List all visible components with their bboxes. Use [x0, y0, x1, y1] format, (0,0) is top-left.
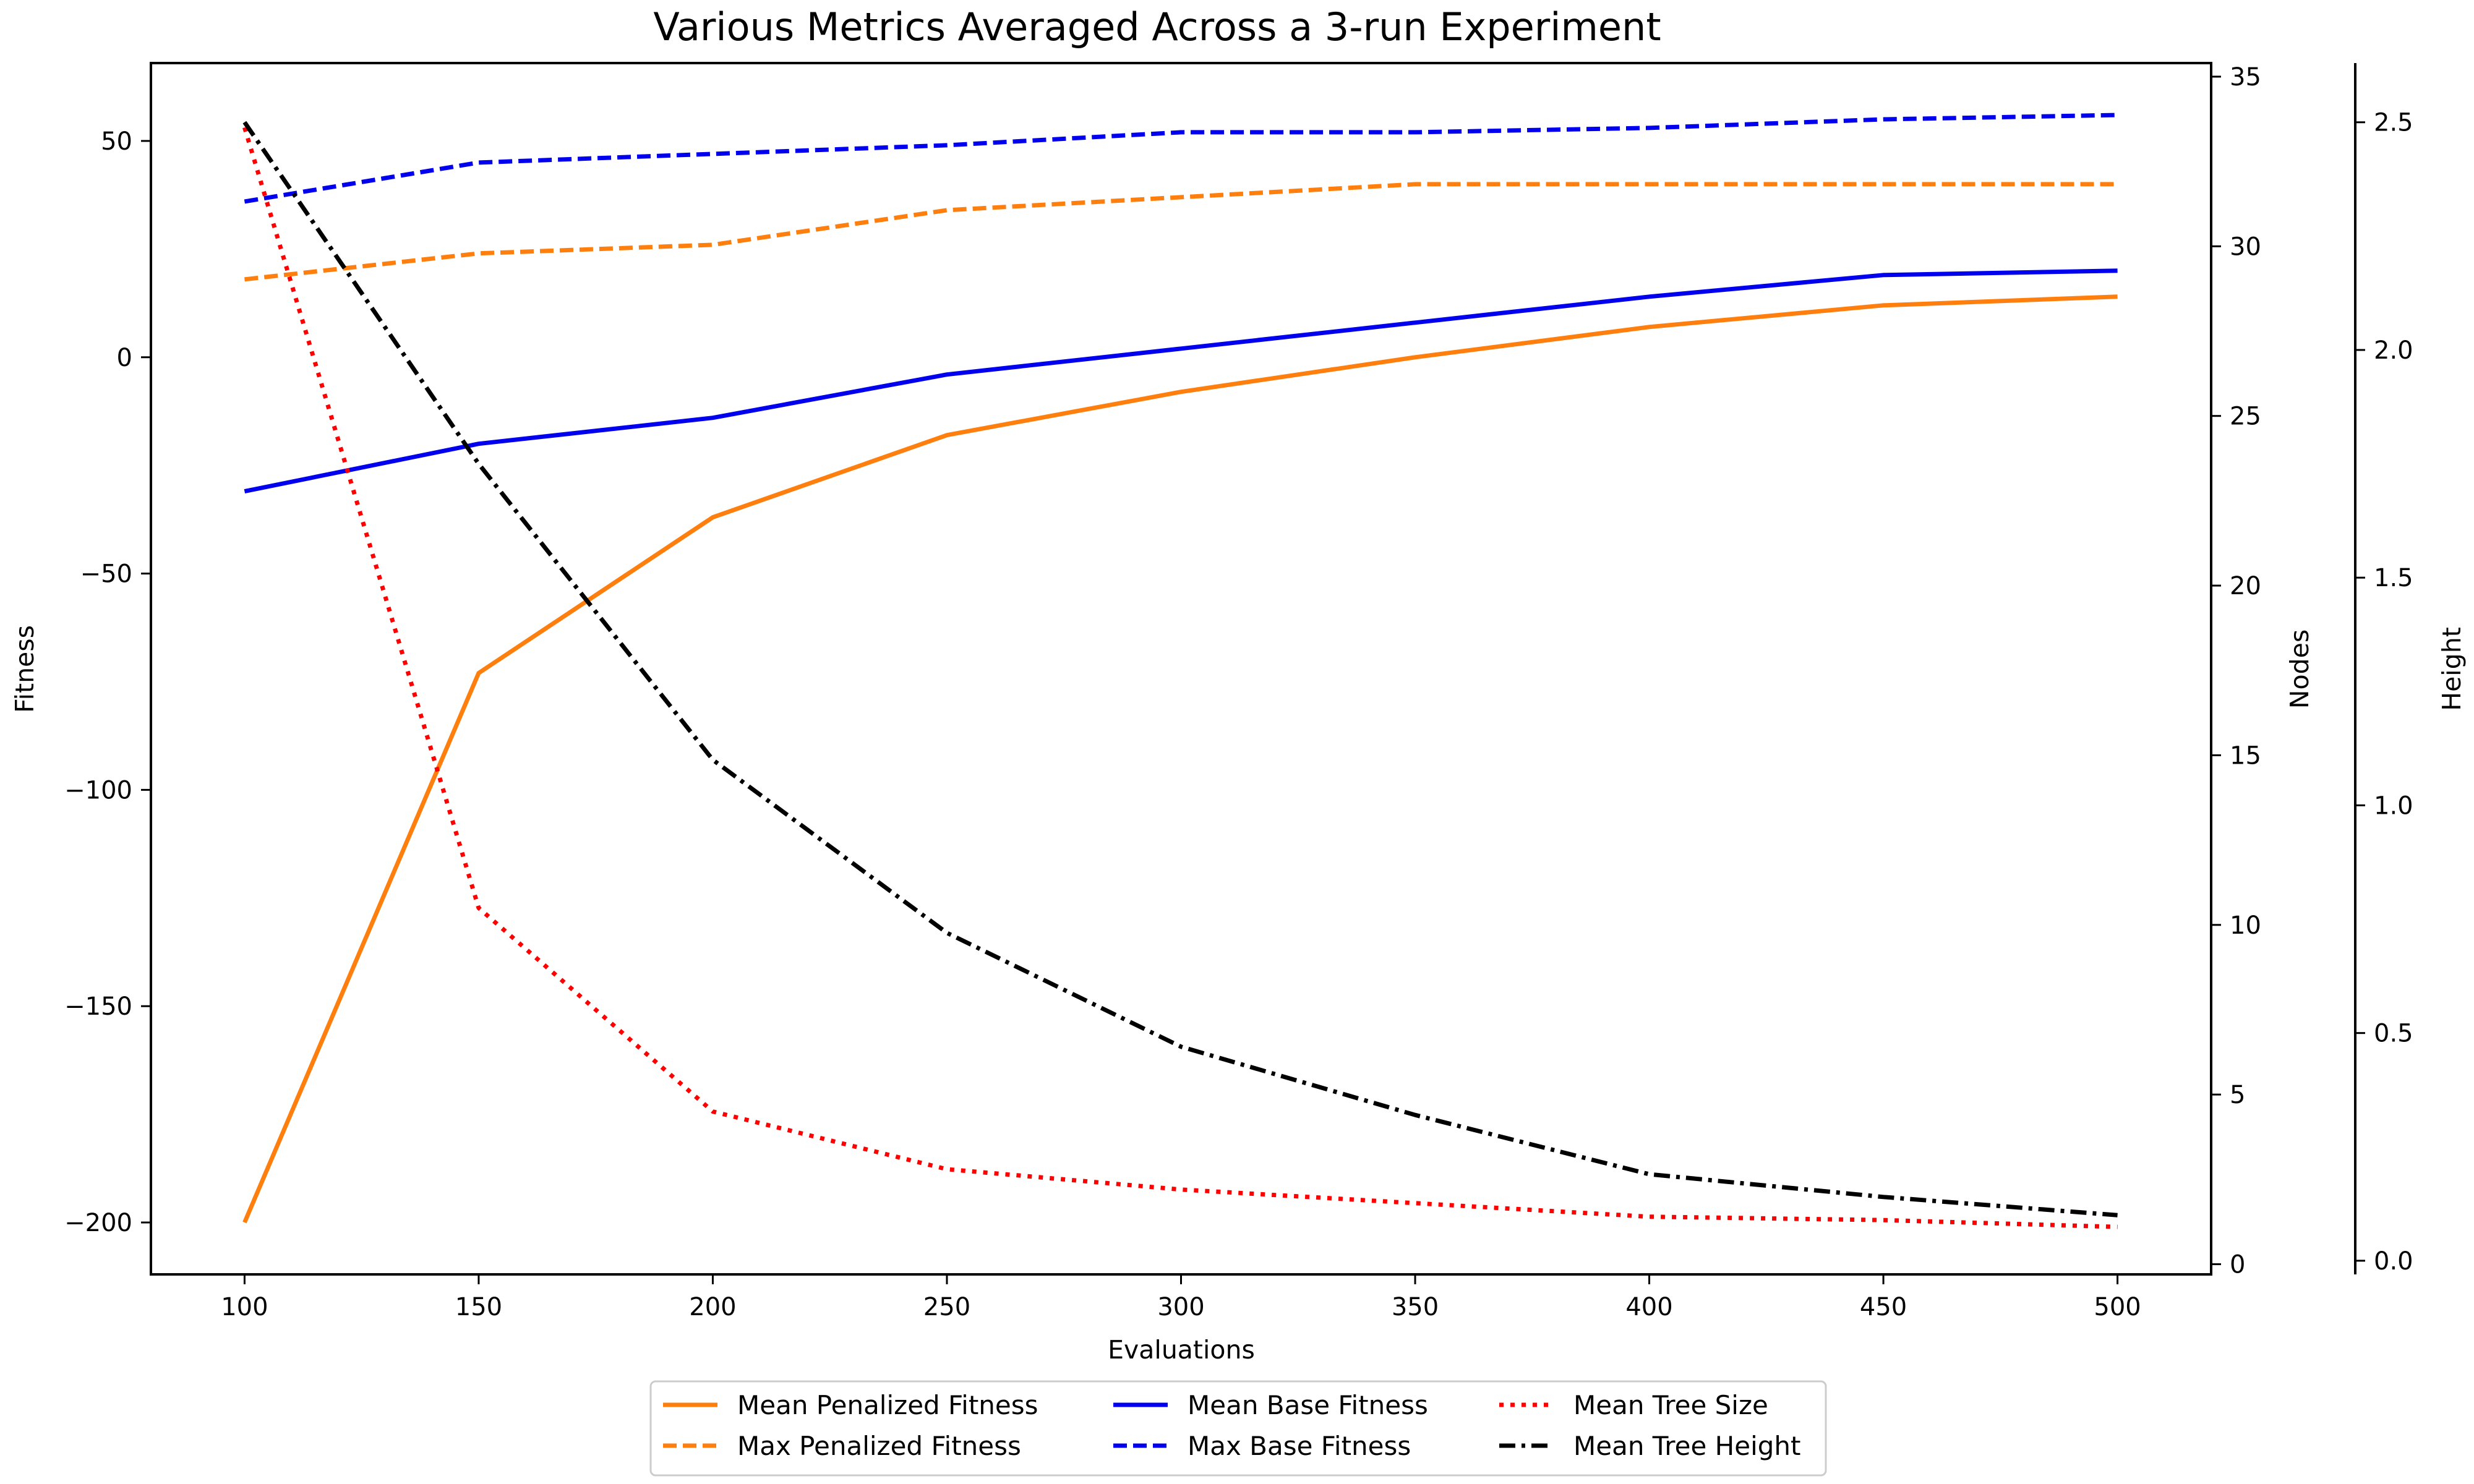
y2-axis-label: Nodes: [2285, 629, 2314, 709]
y-tick-label: 50: [101, 127, 132, 156]
legend-label: Max Penalized Fitness: [737, 1431, 1021, 1461]
legend-item: Mean Penalized Fitness: [663, 1390, 1038, 1420]
plot-frame: [150, 62, 2212, 1276]
y3-tick-label: 0.0: [2374, 1247, 2413, 1276]
series-line-mean-penalized-fitness: [242, 294, 2118, 1224]
x-tick-label: 200: [689, 1293, 736, 1321]
y3-tick-label: 0.5: [2374, 1020, 2413, 1048]
y2-tick-label: 0: [2230, 1251, 2245, 1279]
legend-item: Max Base Fitness: [1113, 1431, 1411, 1461]
legend-item: Mean Tree Size: [1499, 1390, 1768, 1420]
x-tick-label: 450: [1860, 1293, 1907, 1321]
legend-label: Max Base Fitness: [1188, 1431, 1411, 1461]
y3-tick-label: 1.0: [2374, 791, 2413, 820]
legend-item: Max Penalized Fitness: [663, 1431, 1021, 1461]
y2-tick-label: 20: [2230, 572, 2261, 600]
legend-frame: [649, 1380, 1827, 1477]
x-tick-label: 300: [1157, 1293, 1204, 1321]
y2-tick-label: 5: [2230, 1081, 2245, 1109]
y2-tick-label: 25: [2230, 403, 2261, 431]
legend-label: Mean Tree Height: [1573, 1431, 1800, 1461]
x-tick-label: 400: [1625, 1293, 1672, 1321]
y2-tick-label: 30: [2230, 232, 2261, 261]
series-line-mean-base-fitness: [244, 268, 2118, 494]
y-tick-label: −100: [64, 776, 132, 804]
x-tick-label: 100: [221, 1293, 268, 1321]
legend-label: Mean Penalized Fitness: [737, 1390, 1038, 1420]
legend-label: Mean Base Fitness: [1188, 1390, 1428, 1420]
series-line-mean-tree-height: [242, 121, 2118, 1217]
series-line-max-base-fitness: [244, 113, 2118, 204]
x-tick-label: 150: [455, 1293, 502, 1321]
y3-tick-label: 2.0: [2374, 336, 2413, 365]
series-line-max-penalized-fitness: [244, 182, 2118, 282]
legend-item: Mean Tree Height: [1499, 1431, 1800, 1461]
series-layer: [242, 113, 2118, 1229]
y-tick-label: −150: [64, 992, 132, 1021]
x-tick-label: 500: [2094, 1293, 2141, 1321]
y2-tick-label: 15: [2230, 741, 2261, 770]
x-tick-label: 250: [923, 1293, 970, 1321]
series-line-mean-tree-size: [242, 127, 2118, 1229]
y-axis-label: Fitness: [10, 625, 40, 713]
y3-axis-label: Height: [2437, 627, 2467, 711]
y3-tick-label: 2.5: [2374, 109, 2413, 137]
y3-tick-label: 1.5: [2374, 564, 2413, 592]
x-tick-label: 350: [1392, 1293, 1439, 1321]
x-axis-label: Evaluations: [1108, 1335, 1255, 1365]
y-tick-label: −50: [80, 560, 132, 589]
y-tick-label: 0: [117, 344, 132, 372]
axis-layer: 100 150 200 250 300 350 400 450 500500−50−100−15…: [64, 63, 2413, 1321]
y2-tick-label: 10: [2230, 911, 2261, 940]
legend-item: Mean Base Fitness: [1113, 1390, 1428, 1420]
y-tick-label: −200: [64, 1209, 132, 1237]
legend: Mean Penalized Fitness Max Penalized Fitn…: [649, 1380, 1827, 1477]
legend-label: Mean Tree Size: [1573, 1390, 1768, 1420]
y2-tick-label: 35: [2230, 63, 2261, 92]
chart-title: Various Metrics Averaged Across a 3-run …: [653, 4, 1661, 49]
